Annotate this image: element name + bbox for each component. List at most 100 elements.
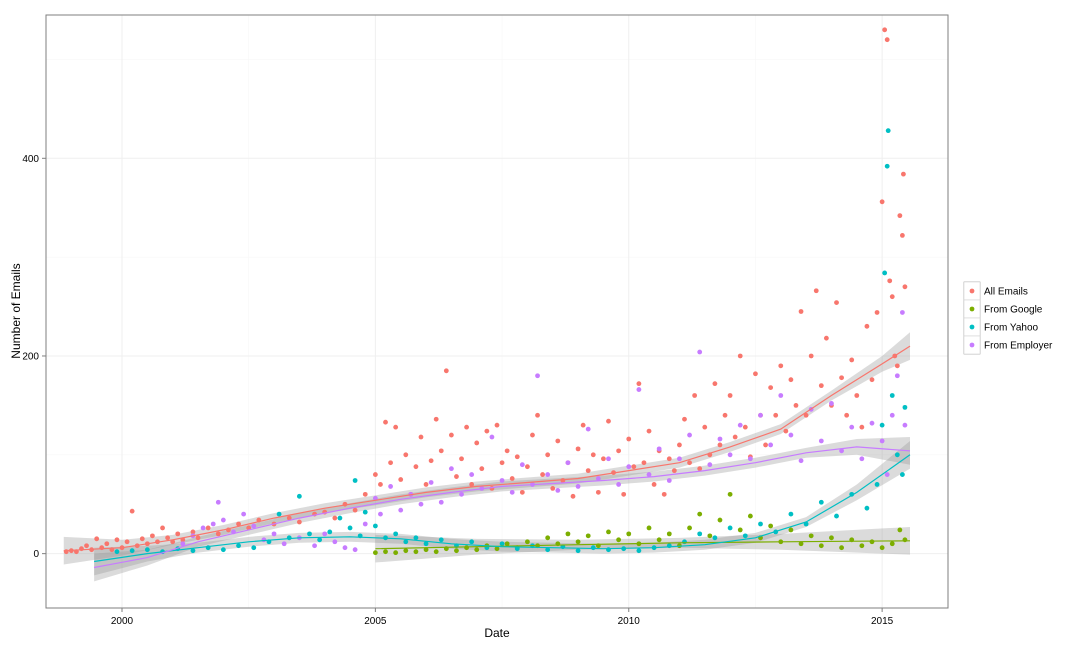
data-point (585, 468, 591, 474)
y-tick-label: 0 (33, 549, 39, 560)
data-point (464, 545, 469, 551)
data-point (210, 521, 216, 527)
confidence-band-3 (94, 440, 910, 576)
data-point (737, 527, 743, 533)
data-point (884, 163, 890, 169)
data-point (459, 456, 464, 462)
data-point (747, 456, 753, 462)
data-point (753, 371, 758, 377)
data-point (165, 535, 171, 541)
data-point (590, 545, 596, 551)
data-point (621, 491, 627, 497)
data-point (144, 547, 150, 553)
data-point (585, 426, 591, 432)
y-tick-label: 200 (22, 351, 39, 362)
data-point (631, 464, 637, 470)
data-point (707, 462, 713, 468)
y-axis-ticks: 0 200 400 (22, 154, 46, 560)
data-point (530, 432, 535, 438)
data-point (236, 521, 241, 527)
data-point (884, 472, 890, 477)
data-point (362, 509, 368, 515)
data-point (139, 536, 145, 542)
data-point (902, 422, 908, 428)
data-point (220, 547, 226, 553)
data-point (671, 468, 677, 474)
data-point (200, 525, 206, 531)
data-point (418, 434, 424, 440)
data-point (494, 546, 500, 552)
data-point (296, 519, 302, 525)
confidence-bands (63, 332, 910, 582)
data-point (413, 535, 419, 541)
data-point (150, 533, 155, 539)
data-point (879, 438, 885, 444)
data-point (788, 377, 794, 383)
data-point (443, 368, 449, 374)
data-point (469, 539, 475, 545)
data-point (899, 472, 905, 477)
data-point (788, 527, 794, 533)
data-point (509, 476, 515, 481)
data-point (712, 381, 718, 387)
x-tick-label: 2015 (871, 616, 894, 627)
data-point (793, 402, 799, 408)
data-point (413, 549, 419, 555)
data-point (651, 482, 657, 487)
data-point (398, 507, 404, 513)
data-point (788, 432, 794, 438)
data-point (778, 393, 784, 398)
data-point (882, 27, 888, 33)
data-point (829, 535, 834, 541)
plot-panel (45, 14, 949, 609)
data-point (656, 446, 662, 452)
data-point (378, 511, 383, 517)
data-point (565, 460, 571, 466)
smooth-line-2 (375, 540, 911, 550)
data-point (763, 442, 768, 448)
data-point (307, 531, 312, 537)
data-point (636, 381, 642, 387)
grid-lines (46, 15, 948, 608)
data-point (768, 523, 774, 529)
data-point (697, 349, 703, 355)
x-axis-ticks: 2000 2005 2010 2015 (111, 608, 894, 627)
data-point (894, 363, 900, 369)
data-point (803, 412, 809, 418)
data-point (773, 412, 779, 418)
data-point (454, 474, 459, 479)
data-point (884, 37, 890, 43)
data-point (525, 539, 530, 545)
data-point (902, 537, 908, 543)
data-point (808, 533, 814, 539)
data-point (454, 548, 459, 554)
data-point (372, 550, 378, 556)
data-point (479, 466, 485, 472)
data-point (428, 458, 434, 464)
data-point (499, 478, 505, 483)
data-point (545, 547, 551, 553)
data-point (474, 547, 480, 553)
data-point (540, 472, 546, 477)
data-point (317, 537, 323, 543)
data-point (545, 535, 551, 541)
data-point (565, 531, 571, 537)
data-point (570, 493, 576, 499)
data-point (869, 539, 875, 545)
smooth-line-1 (63, 345, 911, 552)
data-point (697, 466, 703, 472)
data-point (499, 541, 505, 547)
legend-swatch (969, 342, 975, 348)
data-point (550, 486, 556, 491)
data-point (286, 535, 292, 541)
data-point (332, 515, 338, 521)
data-point (489, 486, 495, 491)
data-point (818, 438, 824, 444)
y-axis-title: Number of Emails (9, 263, 23, 358)
data-point (646, 525, 652, 531)
data-point (666, 456, 672, 462)
data-point (687, 432, 692, 438)
data-point (499, 460, 505, 466)
data-point (575, 446, 581, 452)
data-point (697, 531, 703, 537)
